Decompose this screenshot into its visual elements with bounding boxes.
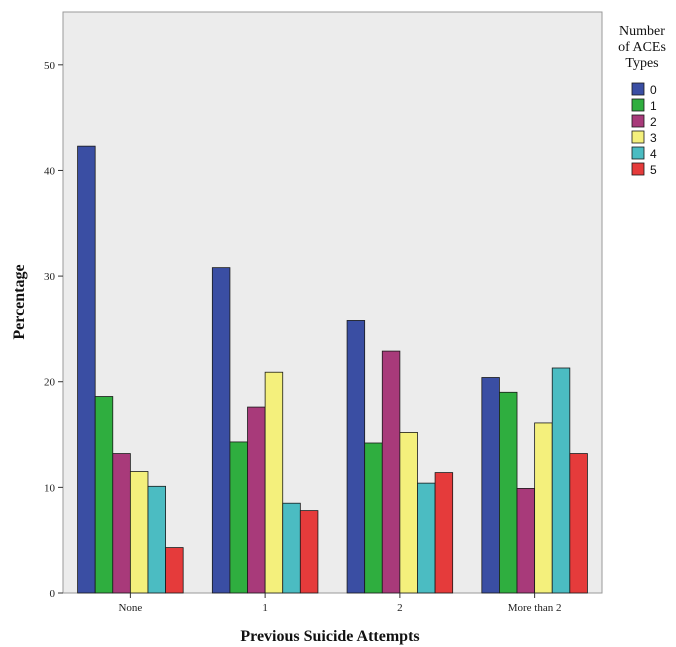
y-tick-label: 0 <box>50 588 56 600</box>
legend-title-line: of ACEs <box>618 40 666 55</box>
bar-5-0 <box>165 547 184 594</box>
legend-label-3: 3 <box>650 131 657 145</box>
legend-label-5: 5 <box>650 163 657 177</box>
legend-swatch-3 <box>631 130 645 144</box>
x-axis: None 1 2 More than 2 <box>118 593 562 614</box>
legend-title-line: Types <box>625 56 658 71</box>
bar-4-1 <box>282 502 301 594</box>
bar-4-2 <box>417 482 436 594</box>
bar-1-0 <box>94 396 114 594</box>
legend-label-2: 2 <box>650 115 657 129</box>
x-tick-label: More than 2 <box>508 602 562 614</box>
bar-5-3 <box>569 453 588 594</box>
y-tick-label: 40 <box>44 165 56 177</box>
bar-4-3 <box>551 367 571 594</box>
legend-swatch-5 <box>631 162 645 176</box>
bars-group <box>77 145 588 594</box>
bar-3-2 <box>399 432 418 594</box>
bar-2-0 <box>112 453 131 594</box>
y-axis: 0 10 20 30 40 50 <box>44 60 63 600</box>
x-tick-label: 2 <box>397 602 403 614</box>
x-axis-title: Previous Suicide Attempts <box>240 628 419 645</box>
bar-2-2 <box>381 350 401 594</box>
bar-1-3 <box>499 391 518 594</box>
y-tick-label: 30 <box>44 271 56 283</box>
bar-3-0 <box>129 471 149 594</box>
legend-swatch-4 <box>631 146 645 160</box>
bar-2-3 <box>516 488 536 594</box>
legend-label-4: 4 <box>650 147 657 161</box>
legend-swatch-0 <box>631 82 645 96</box>
legend-swatch-2 <box>631 114 645 128</box>
x-tick-label: None <box>118 602 142 614</box>
legend-swatch-1 <box>631 98 645 112</box>
y-tick-label: 10 <box>44 482 56 494</box>
bar-3-3 <box>534 422 553 594</box>
bar-0-2 <box>346 320 366 594</box>
x-tick-label: 1 <box>262 602 268 614</box>
bar-5-2 <box>434 472 454 594</box>
bar-2-1 <box>247 406 266 594</box>
legend-label-1: 1 <box>650 99 657 113</box>
bar-0-0 <box>77 145 96 594</box>
legend-label-0: 0 <box>650 83 657 97</box>
y-axis-title: Percentage <box>11 264 28 339</box>
bar-0-3 <box>481 377 500 594</box>
bar-1-2 <box>364 442 383 594</box>
bar-5-1 <box>299 510 319 594</box>
y-tick-label: 50 <box>44 60 56 72</box>
y-tick-label: 20 <box>44 377 56 389</box>
bar-0-1 <box>211 267 231 594</box>
bar-4-0 <box>147 485 166 594</box>
bar-3-1 <box>264 371 284 594</box>
bar-1-1 <box>229 441 248 594</box>
legend-title-line: Number <box>619 24 665 39</box>
